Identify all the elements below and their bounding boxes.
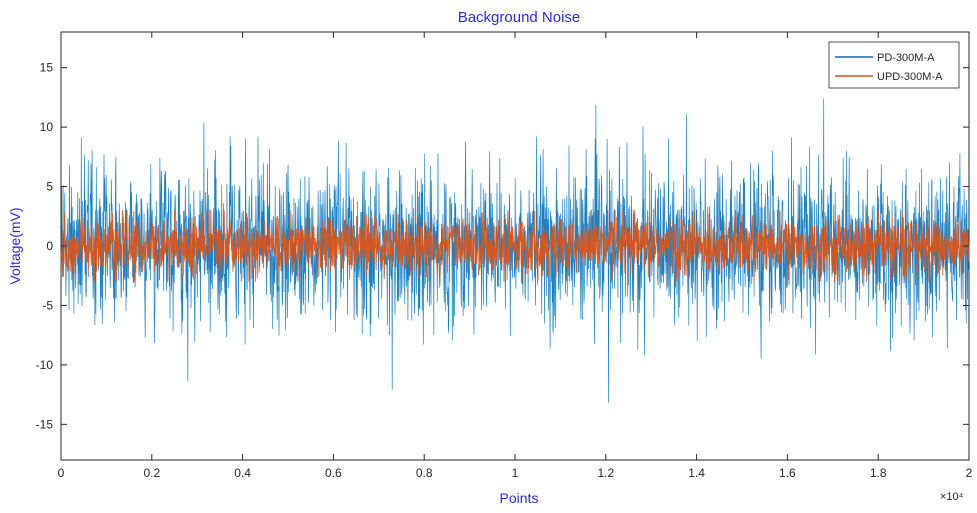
x-tick-label: 1	[512, 466, 519, 480]
y-tick-label: 5	[46, 180, 53, 194]
y-tick-label: -15	[36, 417, 54, 431]
y-tick-label: 15	[40, 61, 54, 75]
legend-box	[828, 41, 960, 89]
series-layer	[60, 98, 970, 403]
x-tick-label: 1.4	[688, 466, 705, 480]
x-tick-label: 1.2	[597, 466, 614, 480]
x-tick-label: 1.8	[870, 466, 887, 480]
y-tick-label: -10	[36, 358, 54, 372]
x-tick-label: 0.2	[143, 466, 160, 480]
y-tick-label: 10	[40, 120, 54, 134]
axes-layer: 0 0.2 0.4 0.6 0.8 1 1.2 1.4 1.6 1.8 2 -15 -10 -5 0 5 10 1…	[36, 32, 973, 480]
legend-label-upd-300m-a: UPD-300M-A	[877, 71, 943, 83]
legend-label-pd-300m-a: PD-300M-A	[877, 52, 935, 64]
x-axis-exponent-label: ×10⁴	[940, 491, 964, 503]
x-tick-label: 0.6	[325, 466, 342, 480]
x-tick-label: 1.6	[779, 466, 796, 480]
x-tick-label: 0.4	[234, 466, 251, 480]
y-tick-label: -5	[42, 298, 53, 312]
y-axis-title: Voltage(mV)	[7, 207, 23, 284]
y-tick-label: 0	[46, 239, 53, 253]
x-tick-label: 2	[966, 466, 973, 480]
x-tick-label: 0.8	[416, 466, 433, 480]
x-axis-title: Points	[500, 490, 539, 506]
series-line-upd-300m-a	[60, 210, 970, 282]
legend: PD-300M-A UPD-300M-A	[828, 41, 960, 89]
x-tick-label: 0	[58, 466, 65, 480]
chart-title: Background Noise	[458, 9, 581, 26]
